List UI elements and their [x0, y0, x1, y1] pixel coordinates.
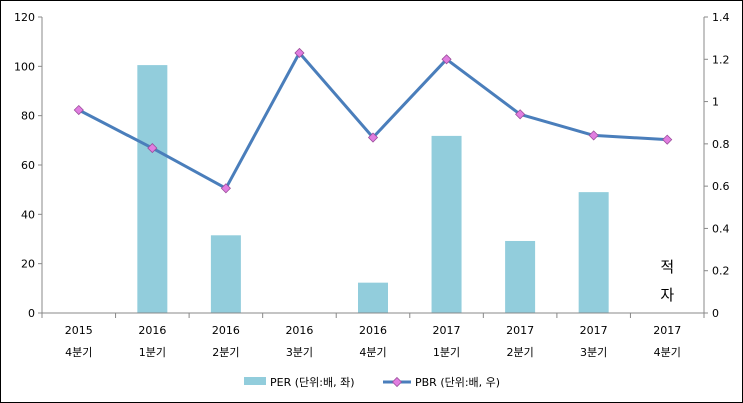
- pbr-markers: [73, 47, 673, 194]
- x-label-year: 2016: [138, 324, 166, 337]
- left-tick-label: 80: [21, 110, 35, 123]
- x-label-year: 2016: [359, 324, 387, 337]
- x-axis-labels: 2015 4분기 2016 1분기 2016 2분기 2016 3분기 2016 4분기 2017 1…: [65, 324, 681, 359]
- x-label-year: 2015: [65, 324, 93, 337]
- legend-per-label: PER (단위:배, 좌): [270, 376, 355, 389]
- x-label-year: 2017: [580, 324, 608, 337]
- right-axis-ticks: 0 0.2 0.4 0.6 0.8 1 1.2 1.4: [704, 11, 730, 320]
- x-label-quarter: 3분기: [286, 346, 313, 359]
- legend: PER (단위:배, 좌) PBR (단위:배, 우): [244, 376, 500, 389]
- per-bars: [137, 65, 609, 313]
- left-tick-label: 60: [21, 159, 35, 172]
- x-label-quarter: 4분기: [65, 346, 92, 359]
- per-bar: [210, 235, 241, 313]
- pbr-marker: [147, 143, 158, 154]
- left-tick-label: 120: [14, 11, 35, 24]
- pbr-marker: [220, 183, 231, 194]
- pbr-marker: [294, 47, 305, 59]
- x-label-quarter: 4분기: [654, 346, 681, 359]
- pbr-marker: [515, 109, 526, 120]
- deficit-annotation: 적 자: [660, 258, 674, 304]
- pbr-marker: [588, 130, 599, 141]
- per-bar: [431, 135, 462, 313]
- left-tick-label: 20: [21, 258, 35, 271]
- x-label-year: 2016: [212, 324, 240, 337]
- x-label-year: 2016: [285, 324, 313, 337]
- per-bar: [358, 282, 388, 313]
- x-label-quarter: 3분기: [580, 346, 607, 359]
- annotation-line-1: 적: [660, 258, 674, 276]
- per-bar: [505, 240, 536, 313]
- left-tick-label: 100: [14, 60, 35, 73]
- x-axis-ticks: [41, 313, 705, 318]
- annotation-line-2: 자: [660, 286, 674, 304]
- x-label-quarter: 2분기: [212, 346, 239, 359]
- pbr-marker: [662, 134, 673, 145]
- legend-per-swatch: [244, 377, 266, 385]
- x-label-year: 2017: [433, 324, 461, 337]
- pbr-marker: [367, 132, 379, 143]
- left-tick-label: 0: [28, 307, 35, 320]
- legend-pbr-label: PBR (단위:배, 우): [415, 376, 500, 389]
- legend-pbr-marker: [391, 376, 403, 388]
- x-label-year: 2017: [653, 324, 681, 337]
- right-tick-label: 1.2: [712, 53, 730, 66]
- right-tick-label: 0.4: [712, 222, 730, 235]
- x-label-quarter: 1분기: [139, 346, 166, 359]
- right-tick-label: 0: [712, 307, 719, 320]
- pbr-marker: [441, 54, 452, 65]
- right-tick-label: 1.4: [712, 11, 730, 24]
- left-axis-ticks: 0 20 40 60 80 100 120: [14, 11, 42, 320]
- per-bar: [137, 65, 168, 313]
- right-tick-label: 0.8: [712, 138, 730, 151]
- right-tick-label: 0.2: [712, 265, 730, 278]
- right-tick-label: 0.6: [712, 180, 730, 193]
- x-label-quarter: 1분기: [433, 346, 460, 359]
- per-bar: [578, 192, 609, 313]
- pbr-marker: [73, 104, 84, 116]
- x-label-quarter: 4분기: [359, 346, 386, 359]
- left-tick-label: 40: [21, 208, 35, 221]
- x-label-quarter: 2분기: [506, 346, 533, 359]
- right-tick-label: 1: [712, 96, 719, 109]
- x-label-year: 2017: [506, 324, 534, 337]
